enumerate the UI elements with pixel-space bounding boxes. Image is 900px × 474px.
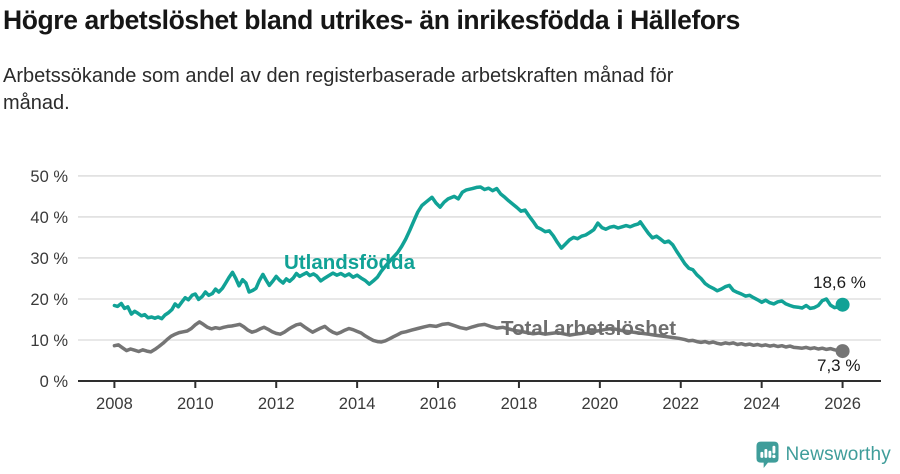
svg-text:30 %: 30 % bbox=[30, 250, 68, 268]
brand-name: Newsworthy bbox=[785, 444, 891, 465]
svg-text:2024: 2024 bbox=[743, 395, 780, 413]
svg-text:2014: 2014 bbox=[339, 395, 376, 413]
svg-text:2016: 2016 bbox=[420, 395, 457, 413]
page-title: Högre arbetslöshet bland utrikes- än inr… bbox=[3, 5, 740, 35]
chart-subtitle: Arbetssökande som andel av den registerb… bbox=[3, 65, 674, 114]
svg-text:2020: 2020 bbox=[581, 395, 618, 413]
svg-text:2026: 2026 bbox=[824, 395, 861, 413]
end-value-label-utlandsfodda: 18,6 % bbox=[813, 273, 866, 292]
footer-branding: Newsworthy bbox=[755, 441, 891, 469]
svg-text:2012: 2012 bbox=[258, 395, 295, 413]
series-label-total-arbetsloshet: Total arbetslöshet bbox=[501, 317, 677, 340]
svg-text:20 %: 20 % bbox=[30, 291, 68, 309]
svg-text:0 %: 0 % bbox=[40, 373, 69, 391]
svg-text:2010: 2010 bbox=[177, 395, 214, 413]
end-value-label-total: 7,3 % bbox=[817, 356, 861, 375]
svg-text:40 %: 40 % bbox=[30, 209, 68, 227]
newsworthy-logo-icon bbox=[755, 441, 779, 469]
series-label-utlandsfodda: Utlandsfödda bbox=[284, 251, 415, 274]
svg-text:10 %: 10 % bbox=[30, 332, 68, 350]
svg-text:2022: 2022 bbox=[662, 395, 699, 413]
svg-text:2008: 2008 bbox=[96, 395, 133, 413]
svg-text:2018: 2018 bbox=[501, 395, 538, 413]
svg-text:50 %: 50 % bbox=[30, 168, 68, 186]
